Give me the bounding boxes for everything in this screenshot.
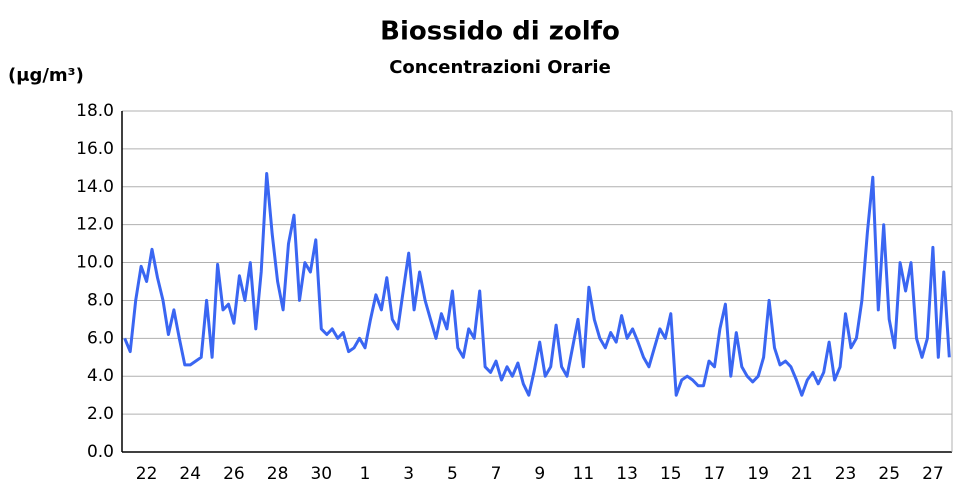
x-tick-label: 5 — [447, 464, 458, 484]
x-tick-label: 27 — [922, 464, 944, 484]
x-tick-label: 24 — [179, 464, 201, 484]
chart-subtitle: Concentrazioni Orarie — [389, 57, 611, 78]
x-tick-label: 17 — [704, 464, 726, 484]
chart-title: Biossido di zolfo — [380, 17, 620, 47]
y-tick-label: 10.0 — [76, 253, 114, 273]
y-tick-label: 8.0 — [87, 290, 114, 310]
y-tick-label: 14.0 — [76, 177, 114, 197]
x-tick-label: 9 — [534, 464, 545, 484]
data-line — [123, 172, 951, 397]
x-tick-label: 13 — [616, 464, 638, 484]
x-tick-label: 23 — [835, 464, 857, 484]
y-tick-label: 16.0 — [76, 139, 114, 159]
y-tick-label: 4.0 — [87, 366, 114, 386]
x-tick-label: 26 — [223, 464, 245, 484]
x-tick-label: 21 — [791, 464, 813, 484]
x-tick-label: 11 — [573, 464, 595, 484]
x-tick-label: 1 — [360, 464, 371, 484]
y-tick-label: 6.0 — [87, 328, 114, 348]
x-tick-label: 25 — [878, 464, 900, 484]
x-tick-label: 28 — [267, 464, 289, 484]
x-tick-label: 7 — [491, 464, 502, 484]
x-tick-label: 3 — [403, 464, 414, 484]
y-tick-label: 0.0 — [87, 442, 114, 462]
x-tick-label: 19 — [747, 464, 769, 484]
y-tick-label: 12.0 — [76, 215, 114, 235]
x-tick-label: 30 — [310, 464, 332, 484]
y-axis-label: (μg/m³) — [8, 65, 84, 86]
x-tick-label: 15 — [660, 464, 682, 484]
y-tick-label: 2.0 — [87, 404, 114, 424]
x-tick-label: 22 — [136, 464, 158, 484]
y-tick-label: 18.0 — [76, 101, 114, 121]
